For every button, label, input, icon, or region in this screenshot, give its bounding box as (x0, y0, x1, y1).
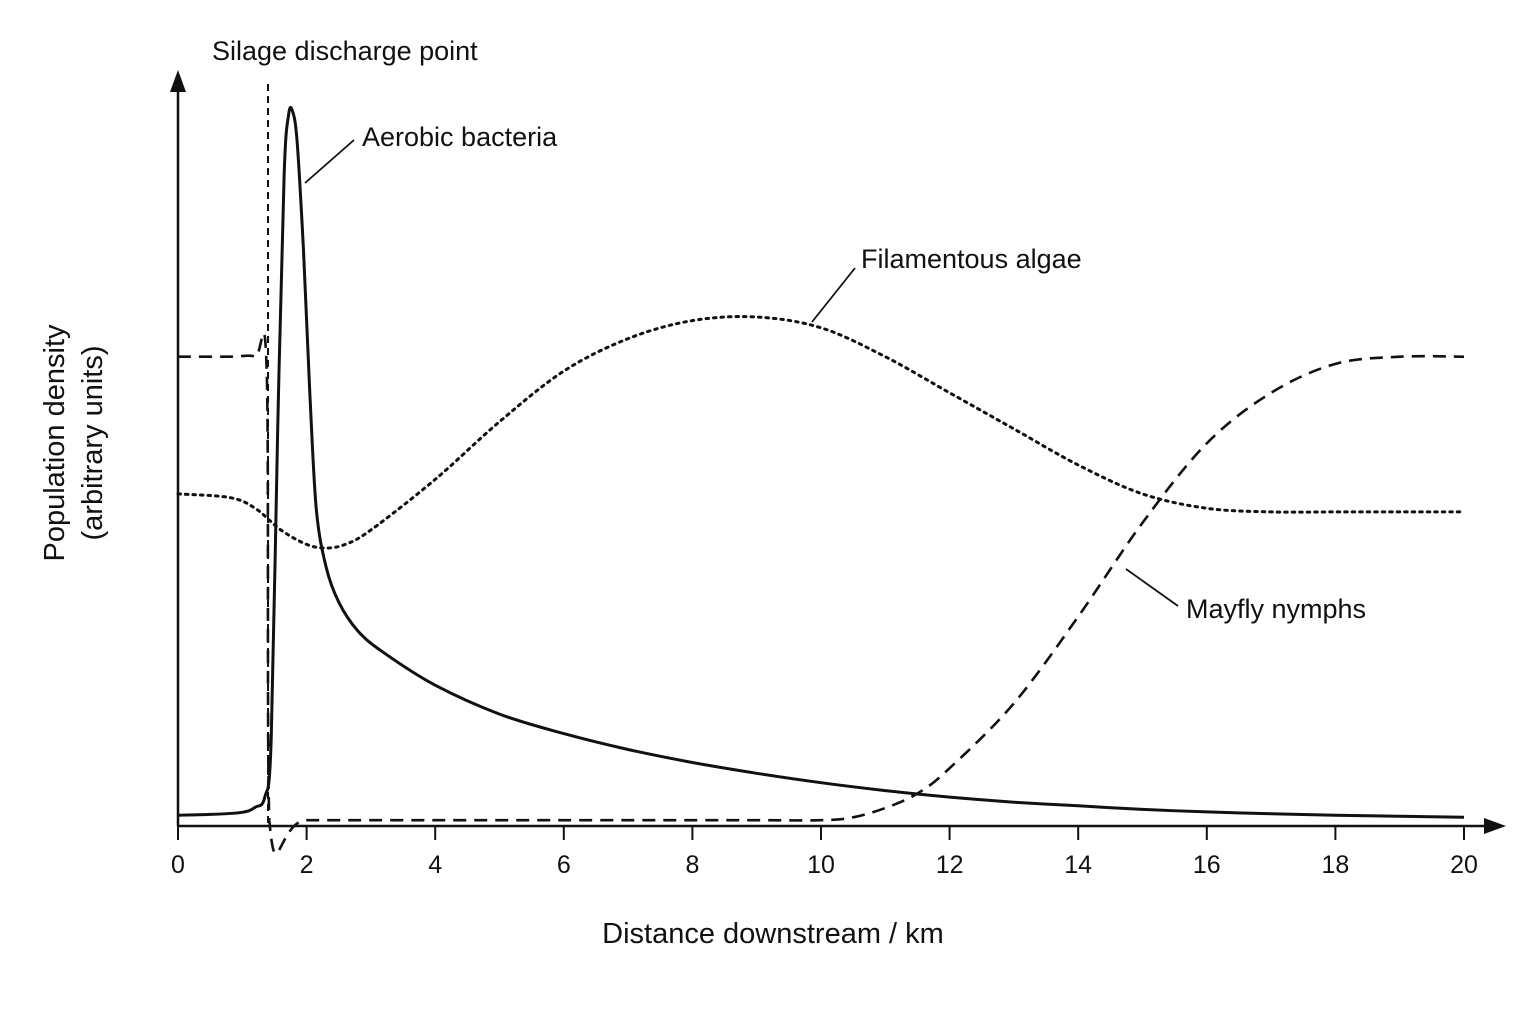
x-tick-label-8: 8 (685, 851, 699, 879)
x-tick-label-4: 4 (428, 851, 442, 879)
x-axis-ticks: 0 2 4 6 8 10 12 14 16 18 20 (171, 826, 1478, 879)
discharge-point-label: Silage discharge point (212, 36, 478, 66)
x-tick-label-14: 14 (1064, 851, 1092, 879)
x-tick-label-20: 20 (1450, 851, 1478, 879)
filamentous-algae-leader (811, 267, 856, 323)
series-layer (176, 105, 1466, 855)
aerobic-bacteria-label: Aerobic bacteria (362, 122, 558, 152)
filamentous-algae-label: Filamentous algae (861, 244, 1082, 274)
x-tick-label-18: 18 (1321, 851, 1349, 879)
series-line-aerobic-bacteria (177, 105, 1465, 819)
x-tick-label-12: 12 (936, 851, 964, 879)
series-line-filamentous-algae (176, 315, 1466, 550)
x-axis-arrow (1484, 818, 1506, 834)
x-tick-label-10: 10 (807, 851, 835, 879)
y-axis-arrow (170, 70, 186, 92)
x-tick-label-2: 2 (300, 851, 314, 879)
x-tick-label-16: 16 (1193, 851, 1221, 879)
mayfly-nymphs-leader (1125, 568, 1179, 607)
series-line-mayfly-nymphs (177, 331, 1465, 855)
x-tick-label-0: 0 (171, 851, 185, 879)
y-axis-title-line-2: (arbitrary units) (77, 346, 109, 541)
aerobic-bacteria-leader (304, 139, 355, 184)
mayfly-nymphs-label: Mayfly nymphs (1186, 594, 1366, 624)
x-axis-title: Distance downstream / km (602, 918, 944, 950)
y-axis-title-line-1: Population density (39, 324, 71, 561)
x-tick-label-6: 6 (557, 851, 571, 879)
y-axis-title: Population density (arbitrary units) (39, 324, 109, 561)
